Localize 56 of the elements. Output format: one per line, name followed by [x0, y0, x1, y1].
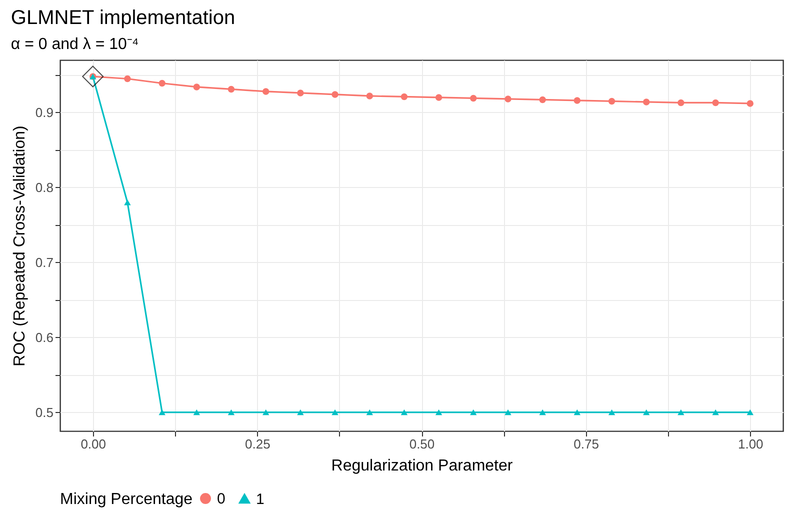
x-axis-title: Regularization Parameter — [331, 458, 514, 474]
point — [608, 409, 616, 416]
y-tick-label: 0.9 — [35, 104, 54, 120]
point — [643, 98, 650, 106]
point — [643, 409, 650, 416]
legend-label: 0 — [217, 490, 226, 508]
x-tick-label: 0.75 — [574, 436, 599, 452]
point — [504, 409, 512, 416]
point — [470, 409, 477, 416]
point — [158, 409, 166, 416]
legend-title: Mixing Percentage — [60, 491, 193, 508]
point — [297, 409, 304, 416]
chart-subtitle: α = 0 and λ = 10⁻⁴ — [10, 36, 139, 53]
y-axis-title: ROC (Repeated Cross-Validation) — [11, 126, 28, 366]
point — [400, 93, 408, 100]
point — [262, 409, 270, 416]
point — [470, 94, 477, 102]
point — [678, 409, 684, 416]
point — [539, 96, 546, 104]
legend-label: 1 — [256, 490, 264, 508]
y-tick-label: 0.7 — [35, 254, 54, 270]
x-tick-label: 0.50 — [409, 436, 435, 452]
point — [228, 409, 235, 416]
point — [539, 409, 546, 416]
point — [435, 94, 442, 101]
point — [262, 88, 270, 95]
point — [297, 90, 304, 96]
chart-title: GLMNET implementation — [10, 7, 236, 29]
point — [193, 84, 200, 90]
point — [332, 409, 338, 416]
point — [712, 409, 719, 416]
y-tick-label: 0.5 — [35, 404, 54, 420]
point — [193, 409, 200, 416]
y-tick-label: 0.8 — [35, 180, 54, 195]
point — [574, 409, 580, 416]
point — [435, 409, 442, 416]
point — [400, 409, 408, 416]
point — [608, 98, 616, 105]
x-tick-label: 0.00 — [80, 436, 106, 452]
point — [366, 92, 373, 100]
point — [82, 66, 104, 88]
point — [124, 75, 131, 82]
point — [678, 99, 684, 106]
point — [366, 409, 373, 416]
x-tick-label: 1.00 — [738, 436, 764, 452]
point — [504, 96, 512, 102]
point — [228, 86, 235, 93]
point — [746, 100, 754, 107]
point — [158, 80, 166, 87]
y-tick-label: 0.6 — [35, 330, 54, 345]
point — [332, 91, 338, 98]
point — [712, 99, 719, 106]
point — [124, 200, 131, 206]
x-tick-label: 0.25 — [245, 436, 270, 452]
point — [746, 409, 754, 416]
point — [574, 97, 580, 104]
